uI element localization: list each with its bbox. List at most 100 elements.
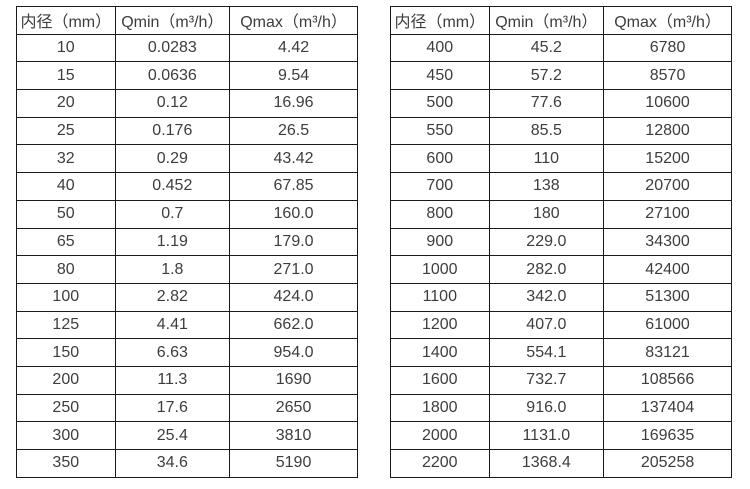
- cell-qmax: 9.54: [229, 61, 358, 91]
- cell-qmin: 11.3: [114, 365, 231, 395]
- cell-qmax: 954.0: [229, 338, 358, 367]
- table-row: 125 4.41 662.0: [16, 310, 358, 340]
- column-header-qmax: Qmax（m³/h）: [229, 6, 358, 35]
- cell-inner-diameter: 500: [390, 89, 490, 118]
- cell-inner-diameter: 450: [390, 61, 490, 91]
- cell-qmin: 138: [488, 172, 605, 201]
- cell-qmax: 662.0: [229, 310, 358, 340]
- cell-inner-diameter: 2000: [390, 421, 490, 450]
- cell-qmin: 6.63: [114, 338, 231, 367]
- cell-qmin: 110: [488, 144, 605, 174]
- cell-inner-diameter: 1000: [390, 255, 490, 284]
- cell-qmax: 4.42: [229, 33, 358, 63]
- table-row: 250 17.6 2650: [16, 393, 358, 423]
- flow-table-small-diameter: 内径（mm） Qmin（m³/h） Qmax（m³/h） 10 0.0283 4.42 15…: [16, 6, 358, 478]
- cell-qmax: 61000: [603, 310, 732, 340]
- cell-qmax: 10600: [603, 89, 732, 118]
- table-row: 1200 407.0 61000: [390, 310, 732, 340]
- table-row: 500 77.6 10600: [390, 89, 732, 118]
- column-header-inner-diameter: 内径（mm）: [16, 6, 116, 35]
- cell-qmax: 5190: [229, 449, 358, 478]
- cell-qmin: 2.82: [114, 282, 231, 312]
- cell-qmin: 1131.0: [488, 421, 605, 450]
- cell-qmin: 1368.4: [488, 449, 605, 478]
- cell-qmin: 554.1: [488, 338, 605, 367]
- cell-inner-diameter: 700: [390, 172, 490, 201]
- table-row: 1100 342.0 51300: [390, 282, 732, 312]
- cell-inner-diameter: 250: [16, 393, 116, 423]
- cell-inner-diameter: 400: [390, 33, 490, 63]
- cell-inner-diameter: 150: [16, 338, 116, 367]
- cell-qmax: 271.0: [229, 255, 358, 284]
- cell-qmax: 83121: [603, 338, 732, 367]
- cell-qmax: 20700: [603, 172, 732, 201]
- header-row: 内径（mm） Qmin（m³/h） Qmax（m³/h）: [390, 6, 732, 35]
- cell-qmax: 2650: [229, 393, 358, 423]
- table-row: 25 0.176 26.5: [16, 116, 358, 146]
- cell-qmin: 77.6: [488, 89, 605, 118]
- cell-qmin: 45.2: [488, 33, 605, 63]
- cell-qmin: 34.6: [114, 449, 231, 478]
- cell-inner-diameter: 600: [390, 144, 490, 174]
- cell-qmin: 0.7: [114, 199, 231, 229]
- cell-inner-diameter: 125: [16, 310, 116, 340]
- cell-qmax: 26.5: [229, 116, 358, 146]
- cell-qmax: 16.96: [229, 89, 358, 118]
- cell-qmin: 0.176: [114, 116, 231, 146]
- cell-qmin: 180: [488, 199, 605, 229]
- cell-inner-diameter: 65: [16, 227, 116, 257]
- table-row: 2000 1131.0 169635: [390, 421, 732, 450]
- cell-qmax: 12800: [603, 116, 732, 146]
- table-row: 400 45.2 6780: [390, 33, 732, 63]
- column-header-qmin: Qmin（m³/h）: [114, 6, 231, 35]
- cell-qmax: 3810: [229, 421, 358, 450]
- table-row: 1800 916.0 137404: [390, 393, 732, 423]
- cell-qmin: 1.19: [114, 227, 231, 257]
- table-row: 100 2.82 424.0: [16, 282, 358, 312]
- cell-inner-diameter: 15: [16, 61, 116, 91]
- table-row: 600 110 15200: [390, 144, 732, 174]
- cell-qmax: 169635: [603, 421, 732, 450]
- flow-rate-tables: 内径（mm） Qmin（m³/h） Qmax（m³/h） 10 0.0283 4.42 15…: [16, 6, 750, 478]
- table-row: 15 0.0636 9.54: [16, 61, 358, 91]
- cell-inner-diameter: 550: [390, 116, 490, 146]
- cell-qmin: 1.8: [114, 255, 231, 284]
- table-row: 2200 1368.4 205258: [390, 449, 732, 478]
- cell-qmin: 282.0: [488, 255, 605, 284]
- table-row: 700 138 20700: [390, 172, 732, 201]
- cell-qmax: 15200: [603, 144, 732, 174]
- table-row: 300 25.4 3810: [16, 421, 358, 450]
- cell-inner-diameter: 1400: [390, 338, 490, 367]
- cell-inner-diameter: 300: [16, 421, 116, 450]
- cell-inner-diameter: 900: [390, 227, 490, 257]
- cell-qmax: 179.0: [229, 227, 358, 257]
- cell-qmax: 1690: [229, 365, 358, 395]
- cell-qmax: 424.0: [229, 282, 358, 312]
- cell-qmin: 0.29: [114, 144, 231, 174]
- column-header-qmax: Qmax（m³/h）: [603, 6, 732, 35]
- cell-qmin: 229.0: [488, 227, 605, 257]
- cell-inner-diameter: 32: [16, 144, 116, 174]
- cell-qmax: 43.42: [229, 144, 358, 174]
- cell-inner-diameter: 1800: [390, 393, 490, 423]
- cell-qmin: 0.12: [114, 89, 231, 118]
- cell-qmin: 732.7: [488, 365, 605, 395]
- cell-qmax: 205258: [603, 449, 732, 478]
- cell-qmax: 27100: [603, 199, 732, 229]
- table-row: 50 0.7 160.0: [16, 199, 358, 229]
- cell-inner-diameter: 25: [16, 116, 116, 146]
- cell-inner-diameter: 1100: [390, 282, 490, 312]
- cell-inner-diameter: 50: [16, 199, 116, 229]
- cell-inner-diameter: 80: [16, 255, 116, 284]
- cell-qmin: 0.0636: [114, 61, 231, 91]
- cell-inner-diameter: 800: [390, 199, 490, 229]
- table-row: 200 11.3 1690: [16, 365, 358, 395]
- table-row: 900 229.0 34300: [390, 227, 732, 257]
- cell-inner-diameter: 200: [16, 365, 116, 395]
- cell-inner-diameter: 1600: [390, 365, 490, 395]
- cell-qmin: 407.0: [488, 310, 605, 340]
- cell-qmax: 51300: [603, 282, 732, 312]
- cell-qmax: 8570: [603, 61, 732, 91]
- cell-qmin: 85.5: [488, 116, 605, 146]
- cell-inner-diameter: 350: [16, 449, 116, 478]
